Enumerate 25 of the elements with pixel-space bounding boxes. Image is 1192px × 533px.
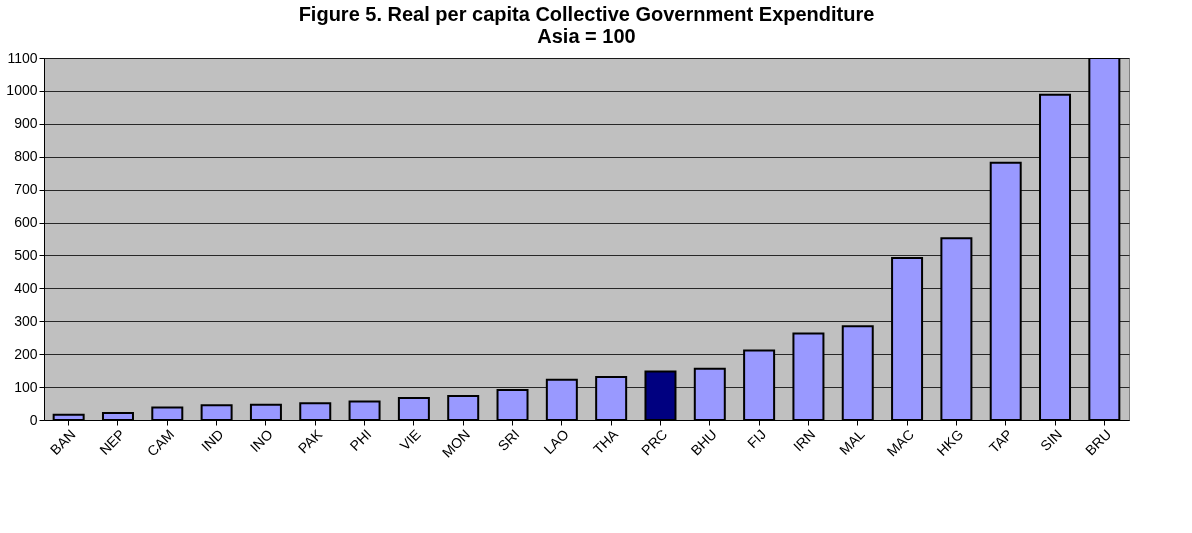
y-tick-label: 300 (14, 312, 38, 329)
x-tick-label: FIJ (743, 426, 770, 452)
y-tick-label: 500 (14, 246, 38, 263)
x-tick-label: PHI (346, 426, 375, 454)
y-tick-label: 800 (14, 148, 38, 165)
y-tick-label: 900 (14, 115, 38, 132)
y-tick-label: 200 (14, 345, 38, 362)
text: Figure 5. Real per capita Collective Government Expenditure (298, 3, 875, 25)
y-tick-label: 1100 (7, 49, 38, 66)
x-tick-label: INO (246, 426, 276, 455)
x-tick-label: IND (198, 426, 227, 455)
y-tick-label: 400 (14, 279, 38, 296)
x-tick-label: SRI (494, 426, 523, 454)
y-tick-label: 600 (14, 214, 38, 231)
y-tick-label: 700 (14, 181, 38, 198)
y-tick-label: 1000 (6, 82, 38, 99)
x-tick-label: MAL (835, 425, 868, 458)
y-tick-label: 100 (14, 378, 38, 395)
y-tick-label: 0 (29, 411, 38, 428)
x-tick-label: THA (589, 425, 622, 458)
x-tick-label: SIN (1037, 426, 1065, 454)
text: Asia = 100 (537, 25, 636, 47)
x-tick-label: VIE (396, 426, 424, 454)
x-tick-label: IRN (789, 426, 819, 455)
x-tick-label: TAP (985, 426, 1016, 456)
